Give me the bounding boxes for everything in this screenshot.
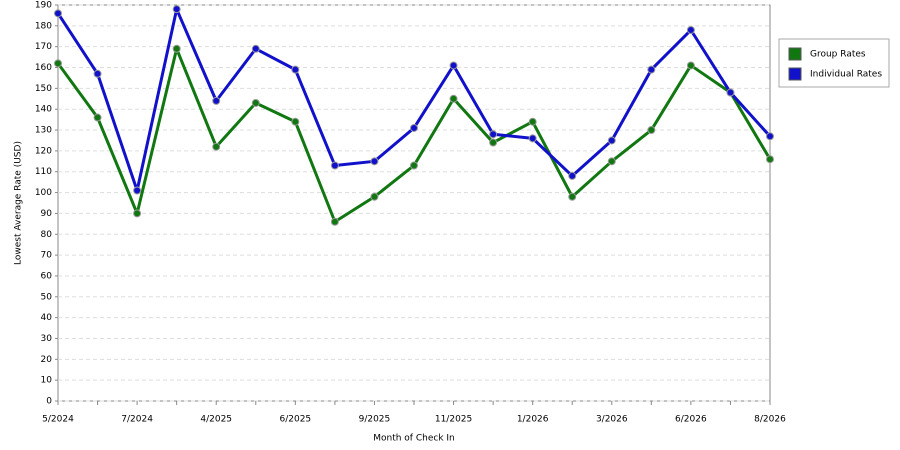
- data-point: [330, 161, 339, 170]
- y-tick-label: 70: [41, 251, 53, 261]
- data-point: [212, 96, 221, 105]
- data-point: [54, 9, 62, 18]
- y-tick-label: 40: [41, 313, 53, 323]
- legend-swatch: [788, 67, 802, 81]
- data-point: [251, 98, 260, 107]
- data-point: [568, 171, 577, 180]
- data-point: [489, 130, 498, 139]
- data-point: [251, 44, 260, 53]
- y-tick-label: 110: [35, 167, 52, 177]
- data-point: [330, 217, 339, 226]
- data-point: [291, 117, 300, 126]
- data-point: [370, 157, 379, 166]
- data-point: [647, 65, 656, 74]
- legend-swatch: [788, 47, 802, 61]
- x-tick-label: 5/2024: [42, 415, 74, 425]
- y-tick-label: 180: [35, 21, 52, 31]
- data-point: [410, 123, 418, 132]
- data-point: [212, 142, 221, 151]
- data-point: [133, 209, 142, 218]
- data-point: [766, 132, 774, 141]
- x-axis-label: Month of Check In: [373, 434, 455, 444]
- data-point: [54, 59, 62, 68]
- y-tick-label: 140: [35, 105, 52, 115]
- data-point: [370, 192, 379, 201]
- y-tick-label: 20: [41, 355, 53, 365]
- data-point: [93, 69, 102, 78]
- data-point: [766, 155, 774, 164]
- y-tick-label: 90: [41, 209, 53, 219]
- y-axis-label: Lowest Average Rate (USD): [14, 141, 24, 265]
- x-tick-label: 8/2026: [754, 415, 786, 425]
- y-tick-label: 160: [35, 63, 52, 73]
- data-point: [172, 44, 181, 53]
- data-point: [449, 94, 458, 103]
- data-point: [647, 126, 656, 135]
- legend-label: Individual Rates: [810, 70, 882, 80]
- data-point: [726, 88, 735, 97]
- y-tick-label: 30: [41, 334, 53, 344]
- y-tick-label: 100: [35, 188, 52, 198]
- y-tick-label: 130: [35, 126, 52, 136]
- data-point: [686, 26, 695, 35]
- data-point: [686, 61, 695, 70]
- y-tick-label: 80: [41, 230, 53, 240]
- x-tick-label: 1/2026: [517, 415, 549, 425]
- data-point: [172, 5, 181, 14]
- data-point: [568, 192, 577, 201]
- x-tick-label: 11/2025: [435, 415, 472, 425]
- x-tick-label: 6/2025: [279, 415, 311, 425]
- data-point: [291, 65, 300, 74]
- data-point: [93, 113, 102, 122]
- data-point: [133, 186, 142, 195]
- y-tick-label: 190: [35, 1, 52, 11]
- x-tick-label: 9/2025: [359, 415, 391, 425]
- x-tick-label: 6/2026: [675, 415, 707, 425]
- y-tick-label: 170: [35, 42, 52, 52]
- x-tick-label: 4/2025: [200, 415, 232, 425]
- data-point: [449, 61, 458, 70]
- y-tick-label: 150: [35, 84, 52, 94]
- data-point: [528, 134, 537, 143]
- data-point: [489, 138, 498, 147]
- y-tick-label: 10: [41, 376, 53, 386]
- y-tick-label: 120: [35, 146, 52, 156]
- y-tick-label: 60: [41, 271, 53, 281]
- data-point: [607, 157, 616, 166]
- legend-label: Group Rates: [810, 50, 866, 60]
- x-tick-label: 3/2026: [596, 415, 628, 425]
- data-point: [607, 136, 616, 145]
- data-point: [410, 161, 418, 170]
- x-tick-label: 7/2024: [121, 415, 153, 425]
- y-tick-label: 50: [41, 292, 53, 302]
- data-point: [528, 117, 537, 126]
- y-tick-label: 0: [46, 397, 52, 407]
